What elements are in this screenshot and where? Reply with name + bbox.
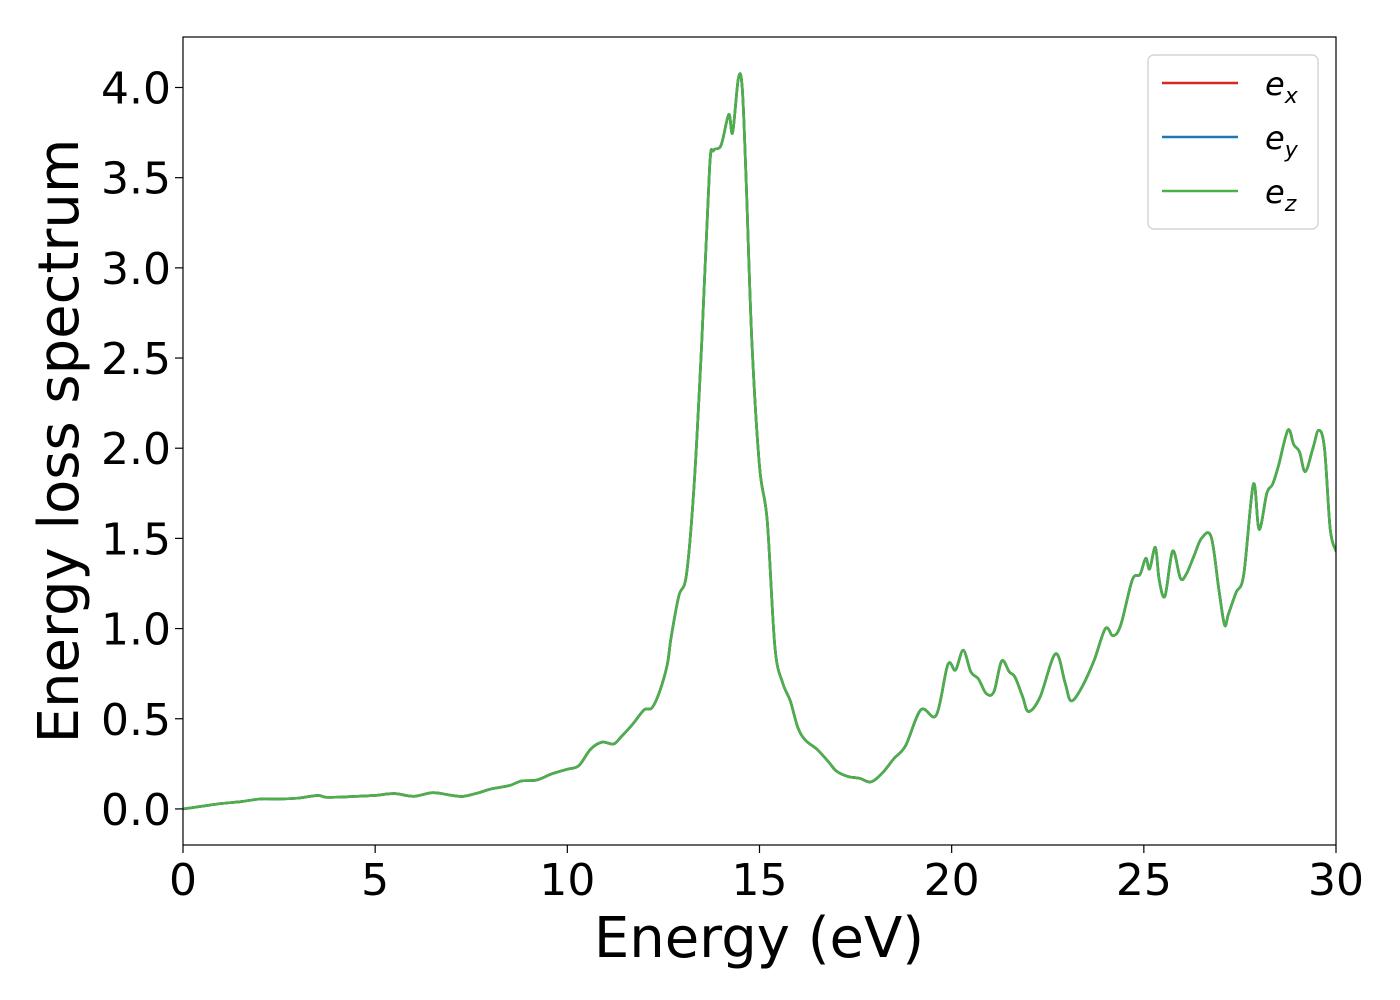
y-tick-label: 2.5 — [101, 334, 171, 385]
y-tick-label: 2.0 — [101, 424, 171, 475]
x-axis-ticks: 0 5 10 15 20 25 30 — [169, 845, 1364, 906]
y-tick-label: 3.5 — [101, 154, 171, 205]
x-tick-label: 10 — [539, 855, 595, 906]
x-tick-label: 0 — [169, 855, 197, 906]
x-axis-label: Energy (eV) — [594, 906, 924, 971]
y-axis-ticks: 0.0 0.5 1.0 1.5 2.0 2.5 3.0 3.5 4.0 — [101, 64, 183, 836]
y-tick-label: 4.0 — [101, 64, 171, 115]
plot-background — [183, 37, 1336, 845]
legend-label-e-y: ey — [1265, 119, 1299, 163]
y-tick-label: 3.0 — [101, 244, 171, 295]
y-tick-label: 1.5 — [101, 514, 171, 565]
y-tick-label: 1.0 — [101, 605, 171, 656]
legend: ex ey ez — [1147, 54, 1319, 230]
legend-label-e-z: ez — [1265, 173, 1297, 217]
x-tick-label: 20 — [924, 855, 980, 906]
x-tick-label: 25 — [1116, 855, 1172, 906]
legend-box — [1147, 54, 1319, 230]
series-layer — [183, 72, 1336, 811]
legend-label-e-x: ex — [1265, 65, 1299, 109]
y-tick-label: 0.0 — [101, 785, 171, 836]
y-axis-label: Energy loss spectrum — [27, 139, 92, 744]
x-tick-label: 15 — [732, 855, 788, 906]
series-line-e-z — [183, 72, 1336, 811]
y-tick-label: 0.5 — [101, 695, 171, 746]
x-tick-label: 5 — [361, 855, 389, 906]
x-tick-label: 30 — [1308, 855, 1364, 906]
